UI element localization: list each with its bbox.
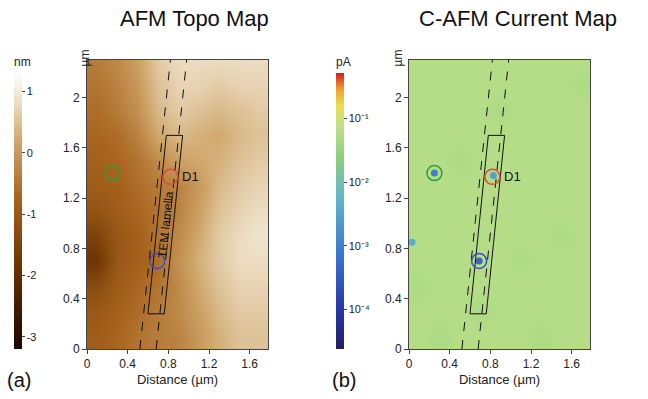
svg-text:(b): (b)	[332, 369, 356, 391]
svg-text:1.6: 1.6	[63, 141, 80, 155]
svg-text:0.4: 0.4	[63, 292, 80, 306]
svg-text:0.4: 0.4	[441, 357, 458, 371]
svg-text:0: 0	[406, 357, 413, 371]
svg-text:2: 2	[395, 91, 402, 105]
svg-text:µm: µm	[78, 50, 92, 67]
svg-text:1.2: 1.2	[63, 191, 80, 205]
svg-text:Distance (µm): Distance (µm)	[137, 372, 218, 387]
svg-text:2: 2	[73, 91, 80, 105]
svg-text:1: 1	[27, 85, 33, 97]
svg-text:0.4: 0.4	[385, 292, 402, 306]
svg-text:D1: D1	[182, 169, 199, 184]
svg-text:(a): (a)	[7, 369, 31, 391]
svg-text:1.2: 1.2	[523, 357, 540, 371]
svg-text:pA: pA	[336, 55, 351, 69]
svg-text:0: 0	[395, 342, 402, 356]
svg-text:1.2: 1.2	[201, 357, 218, 371]
svg-text:1.2: 1.2	[385, 191, 402, 205]
svg-text:10⁻³: 10⁻³	[349, 240, 369, 252]
svg-text:10⁻²: 10⁻²	[349, 176, 369, 188]
svg-text:1.6: 1.6	[563, 357, 580, 371]
svg-text:0.8: 0.8	[160, 357, 177, 371]
svg-text:10⁻⁴: 10⁻⁴	[349, 303, 370, 315]
svg-text:-2: -2	[27, 269, 37, 281]
svg-text:-3: -3	[27, 331, 37, 343]
svg-text:D1: D1	[504, 169, 521, 184]
svg-text:0: 0	[73, 342, 80, 356]
svg-text:AFM Topo Map: AFM Topo Map	[120, 6, 269, 31]
svg-text:0.4: 0.4	[119, 357, 136, 371]
svg-text:1.6: 1.6	[241, 357, 258, 371]
svg-text:10⁻¹: 10⁻¹	[349, 112, 369, 124]
svg-text:µm: µm	[391, 50, 405, 67]
svg-text:Distance (µm): Distance (µm)	[459, 372, 540, 387]
svg-text:TEM lamella: TEM lamella	[155, 190, 176, 258]
svg-text:0: 0	[84, 357, 91, 371]
svg-text:-1: -1	[27, 208, 37, 220]
svg-text:0: 0	[27, 147, 33, 159]
svg-text:0.8: 0.8	[63, 242, 80, 256]
svg-text:C-AFM Current Map: C-AFM Current Map	[419, 6, 617, 31]
svg-text:1.6: 1.6	[385, 141, 402, 155]
svg-text:0.8: 0.8	[482, 357, 499, 371]
svg-text:0.8: 0.8	[385, 242, 402, 256]
svg-text:nm: nm	[14, 55, 31, 69]
